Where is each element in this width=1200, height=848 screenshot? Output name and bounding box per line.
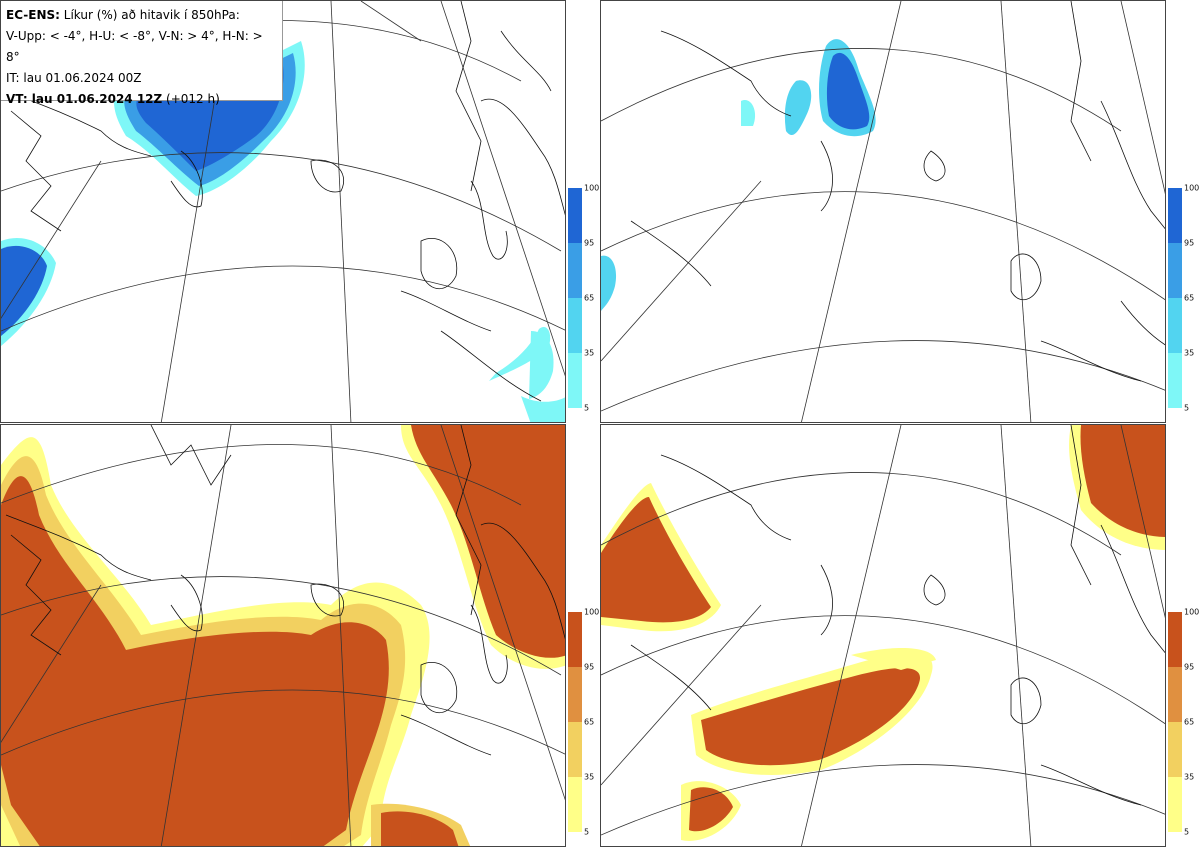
colorbar-cold <box>568 188 582 408</box>
map-canvas <box>1 425 565 846</box>
colorbar-tick-label: 65 <box>584 293 595 303</box>
colorbar-segment <box>568 353 582 408</box>
colorbar-segment <box>1168 188 1182 243</box>
colorbar-segment <box>1168 298 1182 353</box>
colorbar-segment <box>1168 722 1182 777</box>
map-grid <box>601 1 1165 422</box>
colorbar-segment <box>568 243 582 298</box>
colorbar-tick-label: 65 <box>1184 717 1195 727</box>
colorbar-segment <box>1168 243 1182 298</box>
colorbar-tick-label: 35 <box>1184 772 1195 782</box>
coastlines <box>630 1 1165 382</box>
map-legend: EC-ENS: Líkur (%) að hitavik í 850hPa: V… <box>1 1 283 106</box>
colorbar-segment <box>568 612 582 667</box>
map-grid <box>601 425 1165 846</box>
colorbar-tick-label: 100 <box>1184 183 1200 193</box>
colorbar-tick-label: 95 <box>1184 662 1195 672</box>
probability-shading <box>601 425 1165 841</box>
colorbar-tick-label: 95 <box>584 662 595 672</box>
legend-title-bold: EC-ENS: <box>6 8 60 22</box>
colorbar-segment <box>1168 777 1182 832</box>
colorbar-tick-label: 100 <box>584 607 600 617</box>
colorbar-segment <box>1168 667 1182 722</box>
map-canvas <box>601 1 1165 422</box>
colorbar-tick-label: 35 <box>584 348 595 358</box>
colorbar-tick-label: 65 <box>584 717 595 727</box>
colorbar-cold <box>1168 188 1182 408</box>
coastlines <box>630 425 1165 806</box>
probability-shading <box>1 425 565 846</box>
colorbar-segment <box>568 188 582 243</box>
map-panel-warm-strong <box>600 424 1166 847</box>
map-grid <box>1 425 565 846</box>
legend-title: Líkur (%) að hitavik í 850hPa: <box>59 8 240 22</box>
colorbar-segment <box>568 667 582 722</box>
colorbar-warm <box>1168 612 1182 832</box>
colorbar-tick-label: 5 <box>1184 827 1190 837</box>
colorbar-tick-label: 100 <box>584 183 600 193</box>
colorbar-tick-label: 5 <box>584 403 590 413</box>
colorbar-segment <box>1168 353 1182 408</box>
colorbar-tick-label: 95 <box>1184 238 1195 248</box>
colorbar-tick-label: 5 <box>584 827 590 837</box>
legend-thresholds: V-Upp: < -4°, H-U: < -8°, V-N: > 4°, H-N… <box>6 29 263 64</box>
colorbar-tick-label: 100 <box>1184 607 1200 617</box>
colorbar-tick-label: 35 <box>1184 348 1195 358</box>
colorbar-segment <box>568 722 582 777</box>
colorbar-tick-label: 35 <box>584 772 595 782</box>
legend-valid-time: VT: lau 01.06.2024 12Z <box>6 92 163 106</box>
map-canvas <box>601 425 1165 846</box>
probability-shading <box>601 39 876 311</box>
colorbar-warm <box>568 612 582 832</box>
coastlines <box>5 425 565 756</box>
colorbar-tick-label: 5 <box>1184 403 1190 413</box>
map-panel-warm-moderate <box>0 424 566 847</box>
colorbar-segment <box>1168 612 1182 667</box>
legend-init-time: IT: lau 01.06.2024 00Z <box>6 71 142 85</box>
map-panel-cold-strong <box>600 0 1166 423</box>
colorbar-segment <box>568 298 582 353</box>
map-panel-cold-moderate: EC-ENS: Líkur (%) að hitavik í 850hPa: V… <box>0 0 566 423</box>
colorbar-segment <box>568 777 582 832</box>
colorbar-tick-label: 65 <box>1184 293 1195 303</box>
colorbar-tick-label: 95 <box>584 238 595 248</box>
legend-lead-time: (+012 h) <box>162 92 220 106</box>
